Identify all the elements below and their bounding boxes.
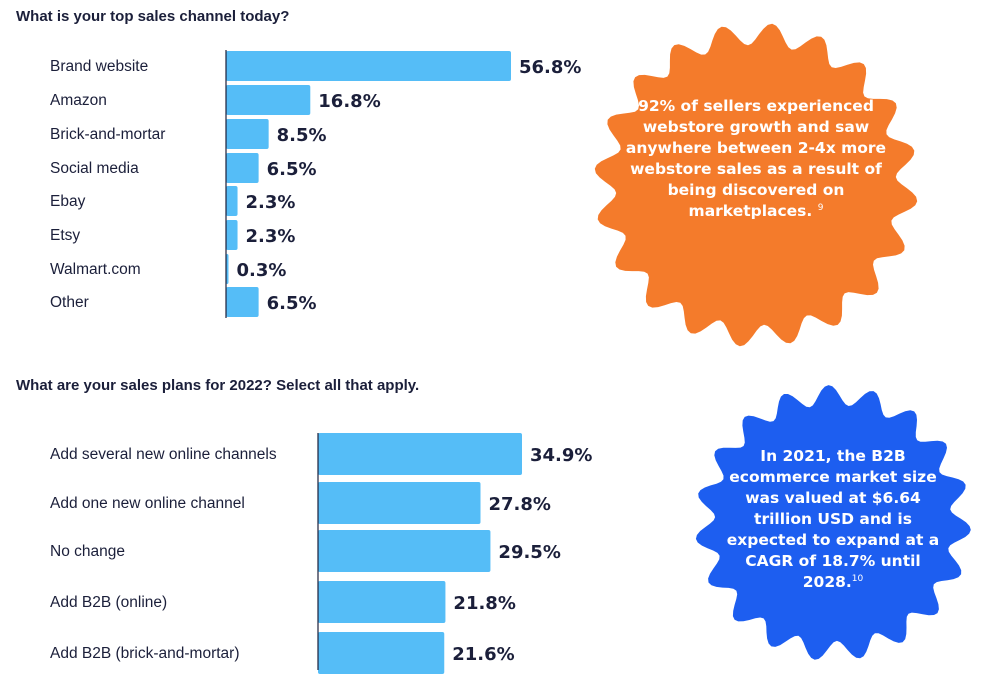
chart2-bar-1 [318,433,522,475]
chart1-plot: Brand website 56.8% Amazon 16.8% Brick-and-m… [50,50,581,318]
chart2-bar-4 [318,581,446,623]
chart1-value-label-1: 56.8% [519,57,581,78]
chart1-bar-3 [226,119,269,149]
callout-orange-footnote: 9 [817,202,824,213]
chart2-category-label-1: Add several new online channels [50,446,277,463]
blue-starburst-badge [695,385,971,660]
chart1-value-label-8: 6.5% [267,293,317,314]
chart1-category-label-5: Ebay [50,193,86,210]
callout-blue-footnote: 10 [851,573,864,584]
chart1-title: What is your top sales channel today? [16,8,290,25]
chart1-value-label-3: 8.5% [277,125,327,146]
chart1-category-label-8: Other [50,294,89,311]
chart2-plot: Add several new online channels 34.9% Add … [50,433,592,674]
callout-orange-text: 92% of sellers experienced webstore grow… [625,96,887,222]
chart2-bar-5 [318,632,445,674]
chart1-bar-4 [226,153,259,183]
chart1-value-label-7: 0.3% [237,260,287,281]
chart1-bar-2 [226,85,311,115]
chart1-bar-5 [226,186,238,216]
chart1-category-label-2: Amazon [50,92,107,109]
chart2-value-label-3: 29.5% [498,542,560,563]
chart1-bar-6 [226,220,238,250]
orange-starburst-badge [594,23,918,347]
chart2-category-label-5: Add B2B (brick-and-mortar) [50,645,240,662]
callout-blue-body: In 2021, the B2B ecommerce market size w… [726,447,940,591]
chart1-value-label-4: 6.5% [267,159,317,180]
chart1-category-label-4: Social media [50,160,139,177]
chart2-bar-3 [318,530,491,572]
chart2-category-label-3: No change [50,543,125,560]
chart1-value-label-6: 2.3% [246,226,296,247]
chart2-value-label-2: 27.8% [488,494,550,515]
chart1-bar-8 [226,287,259,317]
chart2-category-label-2: Add one new online channel [50,495,245,512]
chart1-category-label-1: Brand website [50,58,148,75]
chart2-value-label-4: 21.8% [453,593,515,614]
chart2-title: What are your sales plans for 2022? Sele… [16,377,420,394]
chart1-bar-7 [226,254,229,284]
chart1-category-label-7: Walmart.com [50,261,141,278]
chart2-value-label-1: 34.9% [530,445,592,466]
chart1-value-label-5: 2.3% [246,192,296,213]
callout-orange-body: 92% of sellers experienced webstore grow… [625,97,887,220]
chart1-category-label-3: Brick-and-mortar [50,126,165,143]
chart2-bar-2 [318,482,481,524]
chart1-bar-1 [226,51,511,81]
callout-blue-text: In 2021, the B2B ecommerce market size w… [722,446,944,593]
chart2-category-label-4: Add B2B (online) [50,594,167,611]
chart1-category-label-6: Etsy [50,227,80,244]
chart2-value-label-5: 21.6% [452,644,514,665]
chart1-value-label-2: 16.8% [318,91,380,112]
